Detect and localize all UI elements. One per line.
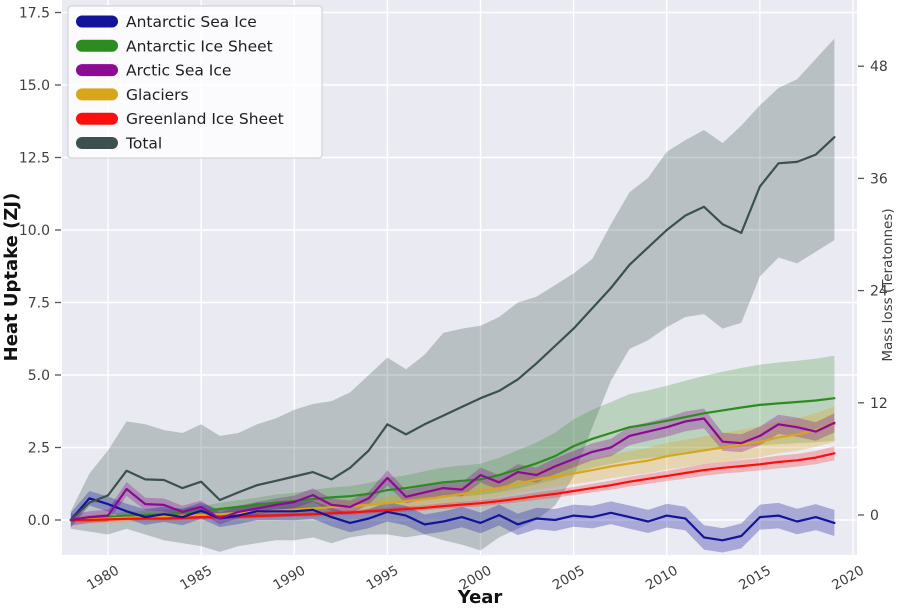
legend-label-antarctic-sea-ice: Antarctic Sea Ice xyxy=(126,13,257,31)
x-tick-label: 2010 xyxy=(643,563,681,594)
band-arctic-sea-ice xyxy=(70,408,835,526)
legend-swatch-antarctic-sea-ice xyxy=(76,15,118,28)
legend-box xyxy=(67,5,323,159)
band-glaciers xyxy=(70,406,835,525)
y-tick-label-right: 0 xyxy=(870,508,879,524)
legend-label-glaciers: Glaciers xyxy=(126,86,189,104)
x-tick-label: 1985 xyxy=(177,563,215,594)
y-tick-label-right: 24 xyxy=(870,284,888,300)
legend-swatch-greenland-ice-sheet xyxy=(76,112,118,125)
y-tick-label-left: 2.5 xyxy=(28,441,50,457)
x-tick-label: 2005 xyxy=(550,563,588,594)
x-tick-label: 2020 xyxy=(829,563,867,594)
band-antarctic-ice-sheet xyxy=(70,355,835,523)
band-total xyxy=(70,38,835,552)
y-axis-label-left: Heat Uptake (ZJ) xyxy=(1,193,22,362)
x-tick-label: 1990 xyxy=(270,563,308,594)
x-tick-label: 1980 xyxy=(84,563,122,594)
y-axis-label-right: Mass loss (Teratonnes) xyxy=(880,208,896,361)
y-tick-label-left: 7.5 xyxy=(28,296,50,312)
line-greenland-ice-sheet xyxy=(69,452,836,522)
x-tick-label: 2015 xyxy=(736,563,774,594)
y-tick-label-right: 36 xyxy=(870,171,888,187)
y-tick-label-left: 10.0 xyxy=(19,223,50,239)
x-axis-label: Year xyxy=(457,587,503,608)
line-arctic-sea-ice xyxy=(69,417,836,522)
y-tick-label-right: 48 xyxy=(870,59,888,75)
line-total xyxy=(69,136,836,522)
x-tick-label: 1995 xyxy=(364,563,402,594)
band-antarctic-sea-ice xyxy=(70,491,835,553)
legend-swatch-glaciers xyxy=(76,88,118,101)
y-tick-label-right: 12 xyxy=(870,396,888,412)
legend-swatch-antarctic-ice-sheet xyxy=(76,39,118,52)
legend-label-greenland-ice-sheet: Greenland Ice Sheet xyxy=(126,110,284,128)
band-greenland-ice-sheet xyxy=(70,446,835,522)
legend-label-arctic-sea-ice: Arctic Sea Ice xyxy=(126,62,231,80)
legend-label-antarctic-ice-sheet: Antarctic Ice Sheet xyxy=(126,37,273,55)
y-tick-label-left: 15.0 xyxy=(19,78,50,94)
y-tick-label-left: 5.0 xyxy=(28,368,50,384)
line-glaciers xyxy=(69,423,836,522)
legend-swatch-arctic-sea-ice xyxy=(76,64,118,77)
legend-label-total: Total xyxy=(125,135,162,153)
y-tick-label-left: 17.5 xyxy=(19,6,50,22)
y-tick-label-left: 12.5 xyxy=(19,151,50,167)
line-antarctic-sea-ice xyxy=(69,497,836,542)
legend-swatch-total xyxy=(76,137,118,149)
y-tick-label-left: 0.0 xyxy=(28,513,50,529)
